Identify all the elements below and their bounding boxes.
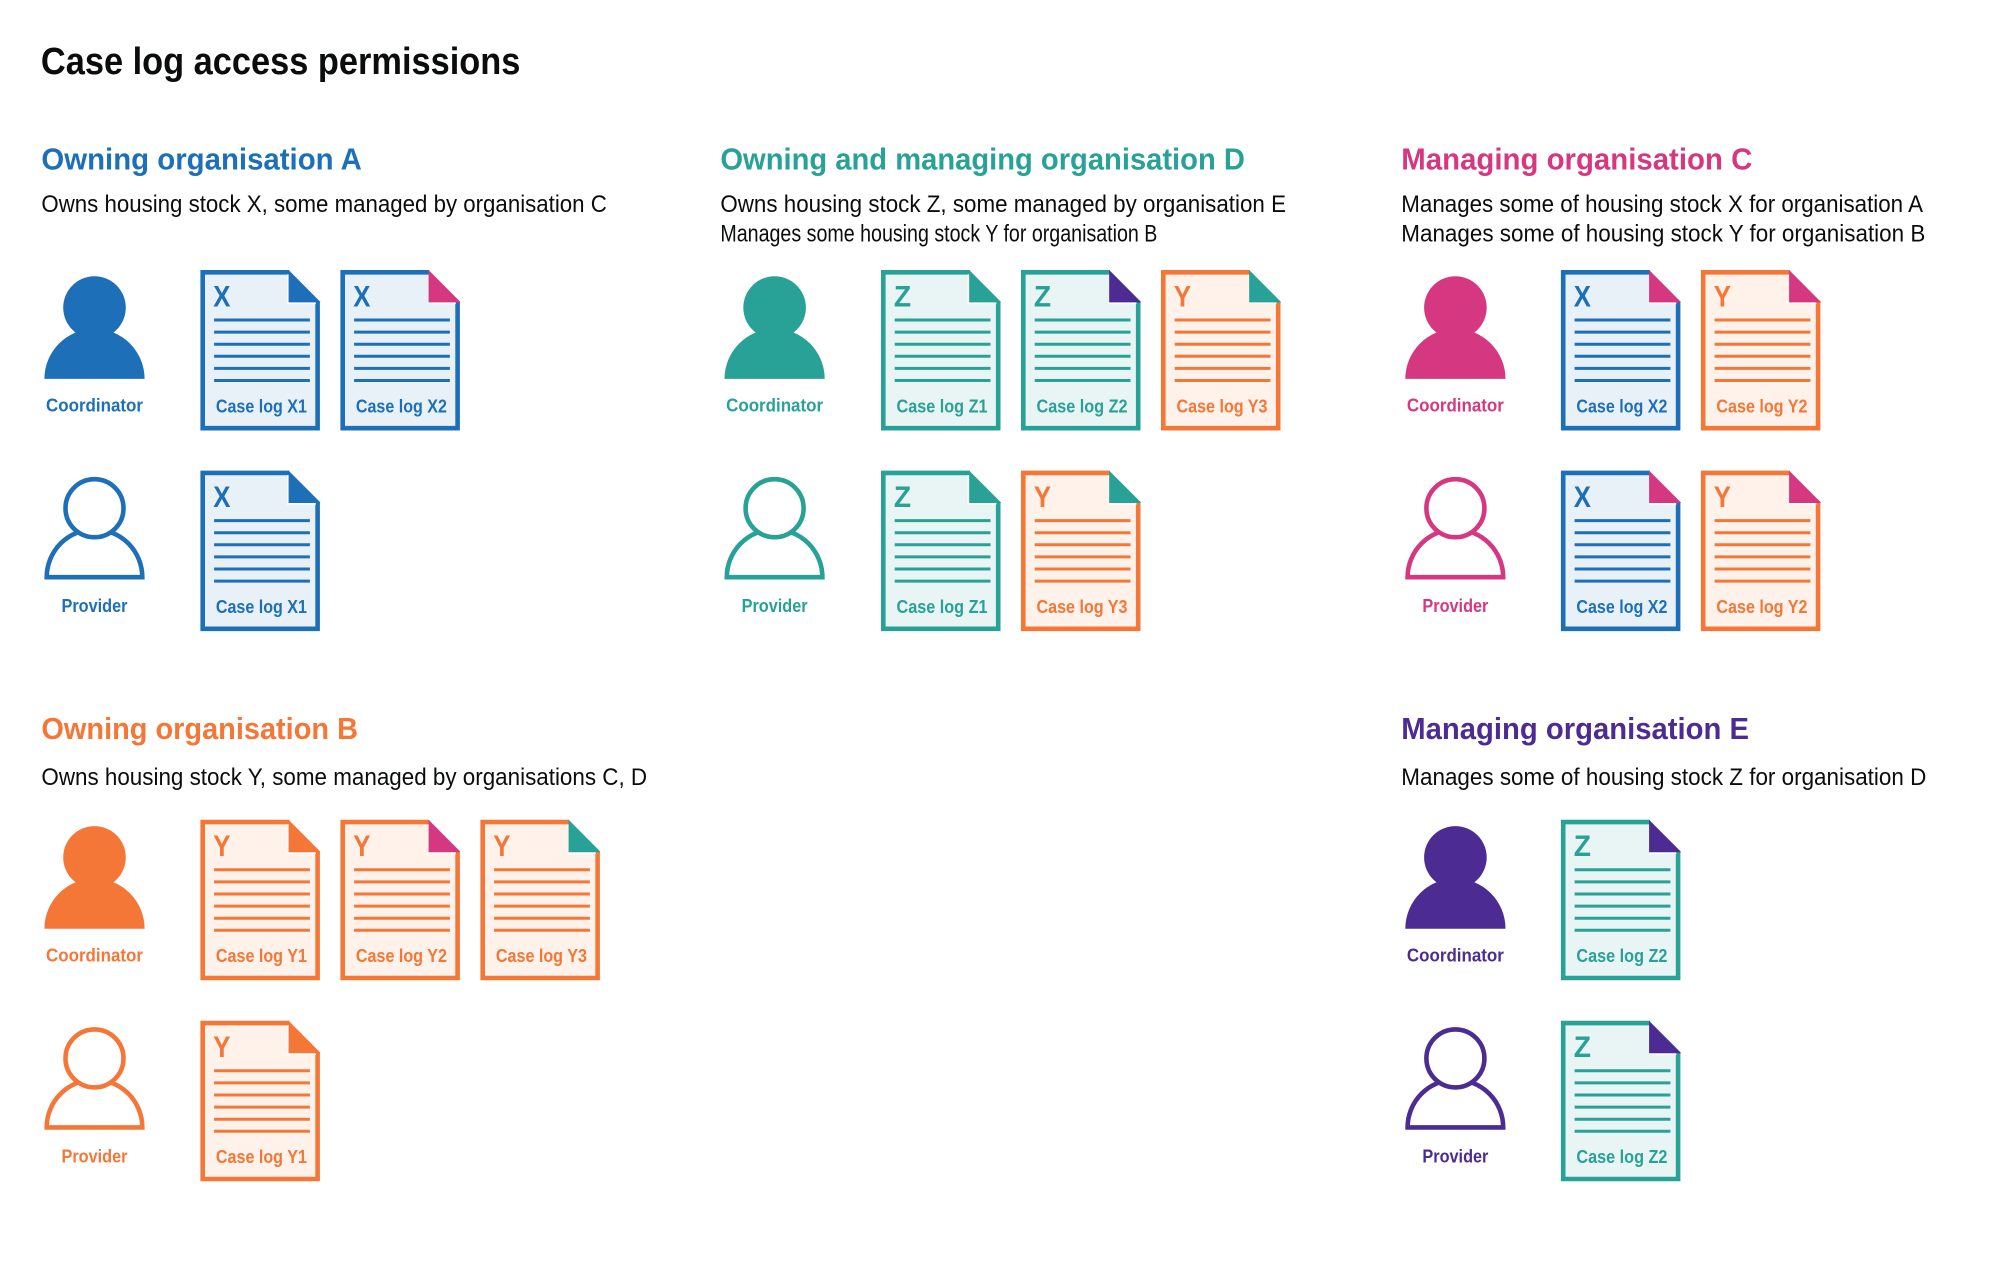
svg-text:Y: Y bbox=[1034, 481, 1052, 514]
svg-text:X: X bbox=[1574, 481, 1592, 514]
svg-text:X: X bbox=[213, 280, 231, 313]
svg-text:Owns housing stock X, some man: Owns housing stock X, some managed by or… bbox=[41, 191, 606, 218]
svg-text:Case log X1: Case log X1 bbox=[216, 597, 307, 617]
svg-text:Manages some housing stock Y f: Manages some housing stock Y for organis… bbox=[720, 221, 1157, 248]
svg-text:Y: Y bbox=[213, 1031, 231, 1064]
svg-text:Case log access permissions: Case log access permissions bbox=[41, 41, 520, 83]
svg-text:Y: Y bbox=[493, 830, 511, 863]
svg-text:X: X bbox=[1574, 280, 1592, 313]
svg-text:Provider: Provider bbox=[1422, 1146, 1488, 1166]
svg-text:Coordinator: Coordinator bbox=[46, 945, 143, 965]
svg-text:Y: Y bbox=[1174, 280, 1192, 313]
svg-text:Provider: Provider bbox=[62, 596, 128, 616]
svg-text:Z: Z bbox=[894, 280, 911, 313]
svg-text:X: X bbox=[353, 280, 371, 313]
svg-text:Y: Y bbox=[1714, 481, 1732, 514]
svg-text:Case log X1: Case log X1 bbox=[216, 396, 307, 416]
svg-text:Case log Y2: Case log Y2 bbox=[356, 946, 447, 966]
svg-text:Case log Y1: Case log Y1 bbox=[216, 1147, 307, 1167]
svg-text:Owning organisation B: Owning organisation B bbox=[41, 711, 358, 746]
svg-text:Case log Z1: Case log Z1 bbox=[897, 597, 988, 617]
svg-text:Coordinator: Coordinator bbox=[1407, 396, 1504, 416]
svg-text:Provider: Provider bbox=[742, 596, 808, 616]
svg-text:Case log Z2: Case log Z2 bbox=[1037, 396, 1128, 416]
svg-text:Manages some of housing stock: Manages some of housing stock Z for orga… bbox=[1401, 764, 1926, 791]
svg-text:Case log X2: Case log X2 bbox=[356, 396, 447, 416]
svg-text:X: X bbox=[213, 481, 231, 514]
svg-text:Case log Y3: Case log Y3 bbox=[1177, 396, 1268, 416]
svg-text:Z: Z bbox=[894, 481, 911, 514]
svg-text:Case log Y2: Case log Y2 bbox=[1716, 396, 1807, 416]
svg-text:Z: Z bbox=[1574, 830, 1591, 863]
svg-text:Owning organisation A: Owning organisation A bbox=[41, 141, 362, 176]
svg-text:Z: Z bbox=[1034, 280, 1051, 313]
svg-text:Z: Z bbox=[1574, 1031, 1591, 1064]
svg-text:Case log Y3: Case log Y3 bbox=[496, 946, 587, 966]
svg-text:Case log Y2: Case log Y2 bbox=[1716, 597, 1807, 617]
svg-text:Case log Z2: Case log Z2 bbox=[1576, 1147, 1667, 1167]
svg-text:Manages some of housing stock: Manages some of housing stock X for orga… bbox=[1401, 191, 1923, 218]
svg-text:Coordinator: Coordinator bbox=[726, 396, 823, 416]
svg-text:Owns housing stock Z, some man: Owns housing stock Z, some managed by or… bbox=[720, 191, 1286, 218]
svg-text:Managing organisation C: Managing organisation C bbox=[1401, 141, 1752, 176]
svg-text:Coordinator: Coordinator bbox=[1407, 945, 1504, 965]
svg-text:Case log Y3: Case log Y3 bbox=[1037, 597, 1128, 617]
svg-text:Case log Z2: Case log Z2 bbox=[1576, 946, 1667, 966]
svg-text:Case log X2: Case log X2 bbox=[1576, 396, 1667, 416]
svg-text:Managing organisation E: Managing organisation E bbox=[1401, 711, 1749, 746]
svg-text:Provider: Provider bbox=[1422, 596, 1488, 616]
svg-text:Manages some of housing stock: Manages some of housing stock Y for orga… bbox=[1401, 221, 1925, 248]
svg-text:Y: Y bbox=[1714, 280, 1732, 313]
svg-text:Provider: Provider bbox=[62, 1146, 128, 1166]
svg-text:Coordinator: Coordinator bbox=[46, 396, 143, 416]
svg-text:Case log Y1: Case log Y1 bbox=[216, 946, 307, 966]
svg-text:Case log Z1: Case log Z1 bbox=[897, 396, 988, 416]
svg-text:Owns housing stock Y, some man: Owns housing stock Y, some managed by or… bbox=[41, 764, 647, 791]
svg-text:Owning and managing organisati: Owning and managing organisation D bbox=[720, 141, 1245, 176]
svg-text:Y: Y bbox=[213, 830, 231, 863]
svg-text:Case log X2: Case log X2 bbox=[1576, 597, 1667, 617]
svg-text:Y: Y bbox=[353, 830, 371, 863]
